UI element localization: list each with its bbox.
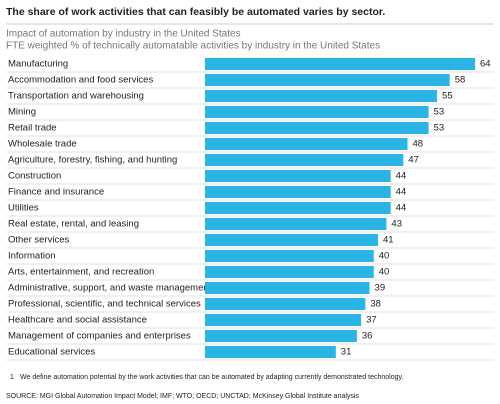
bar [205, 138, 408, 150]
value-label: 53 [434, 107, 445, 118]
value-label: 38 [370, 299, 381, 310]
category-label: Administrative, support, and waste manag… [8, 283, 212, 294]
category-label: Educational services [8, 347, 95, 358]
bar [205, 154, 404, 166]
chart-title: The share of work activities that can fe… [6, 6, 385, 18]
category-label: Other services [8, 235, 69, 246]
bar [205, 170, 391, 182]
category-label: Manufacturing [8, 59, 68, 70]
category-label: Retail trade [8, 123, 57, 134]
category-label: Professional, scientific, and technical … [8, 299, 201, 310]
category-label: Construction [8, 171, 61, 182]
bar [205, 234, 378, 246]
chart-subtitle: Impact of automation by industry in the … [6, 29, 241, 40]
value-label: 31 [341, 347, 352, 358]
value-label: 47 [408, 155, 419, 166]
bar [205, 202, 391, 214]
source: SOURCE: MGI Global Automation Impact Mod… [6, 393, 359, 400]
value-label: 40 [379, 267, 390, 278]
value-label: 44 [396, 203, 407, 214]
value-label: 58 [455, 75, 466, 86]
bar [205, 314, 362, 326]
category-label: Information [8, 251, 56, 262]
bar [205, 298, 366, 310]
value-label: 53 [434, 123, 445, 134]
bar [205, 346, 336, 358]
bar [205, 250, 374, 262]
bar [205, 218, 387, 230]
category-label: Real estate, rental, and leasing [8, 219, 139, 230]
category-label: Transportation and warehousing [8, 91, 144, 102]
bar [205, 74, 450, 86]
value-label: 64 [480, 59, 491, 70]
category-label: Wholesale trade [8, 139, 77, 150]
value-label: 43 [391, 219, 402, 230]
category-label: Mining [8, 107, 36, 118]
chart-subtitle: FTE weighted % of technically automatabl… [6, 41, 380, 52]
bar [205, 58, 475, 70]
value-label: 36 [362, 331, 373, 342]
category-label: Management of companies and enterprises [8, 331, 191, 342]
bar [205, 266, 374, 278]
value-label: 55 [442, 91, 453, 102]
bar [205, 282, 370, 294]
category-label: Agriculture, forestry, fishing, and hunt… [8, 155, 177, 166]
value-label: 41 [383, 235, 394, 246]
bar [205, 106, 429, 118]
category-label: Utilities [8, 203, 39, 214]
category-label: Finance and insurance [8, 187, 104, 198]
value-label: 40 [379, 251, 390, 262]
category-label: Healthcare and social assistance [8, 315, 147, 326]
bar [205, 186, 391, 198]
value-label: 39 [375, 283, 386, 294]
category-label: Arts, entertainment, and recreation [8, 267, 154, 278]
bar [205, 330, 357, 342]
category-label: Accommodation and food services [8, 75, 153, 86]
bar [205, 90, 438, 102]
footnote: We define automation potential by the wo… [20, 374, 403, 381]
value-label: 37 [366, 315, 377, 326]
value-label: 44 [396, 171, 407, 182]
bar [205, 122, 429, 134]
value-label: 48 [413, 139, 424, 150]
footnote-marker: 1 [10, 374, 14, 381]
value-label: 44 [396, 187, 407, 198]
